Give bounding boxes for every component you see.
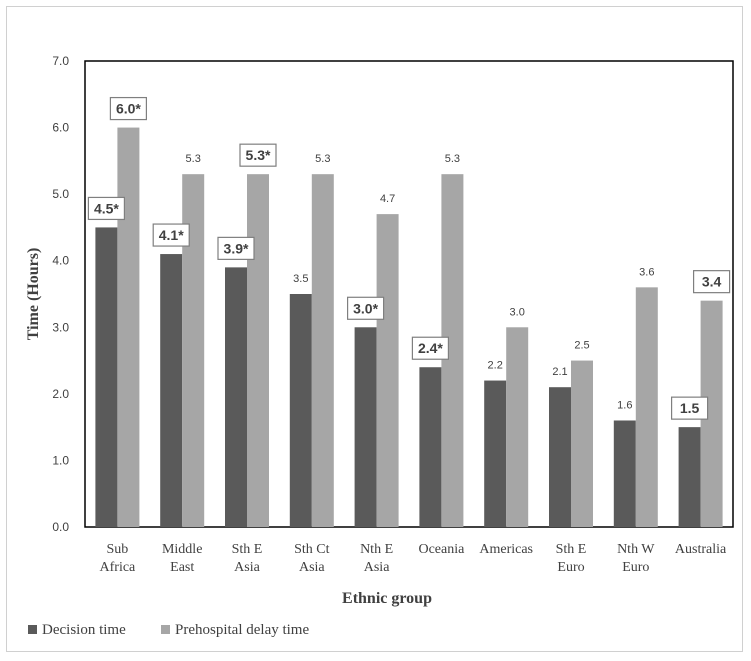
data-label: 5.3: [445, 153, 460, 165]
x-tick-label: Africa: [100, 560, 137, 575]
data-label: 3.4: [702, 274, 722, 290]
x-tick-label: Sth E: [556, 542, 587, 557]
x-tick-label: Asia: [234, 560, 260, 575]
x-tick-label: Sth Ct: [294, 542, 330, 557]
data-label: 5.3: [315, 153, 330, 165]
bar-decision: [354, 327, 377, 527]
label-box: [152, 223, 190, 247]
bar-prehospital: [700, 300, 723, 527]
data-label: 3.9*: [224, 240, 249, 256]
x-tick-label: Middle: [162, 542, 202, 557]
bar-decision: [484, 380, 507, 527]
legend-label: Prehospital delay time: [175, 622, 309, 638]
data-label: 2.4*: [418, 340, 443, 356]
y-tick-label: 2.0: [52, 387, 69, 401]
data-label: 1.5: [680, 400, 700, 416]
y-tick-label: 5.0: [52, 187, 69, 201]
x-tick-label: Euro: [622, 560, 649, 575]
x-tick-label: Sub: [107, 542, 129, 557]
label-box: [692, 270, 731, 294]
bar-prehospital: [441, 174, 464, 527]
x-tick-label: Asia: [364, 560, 390, 575]
bar-decision: [678, 427, 701, 527]
y-tick-label: 6.0: [52, 121, 69, 135]
plot-area: [84, 60, 734, 528]
y-tick-label: 3.0: [52, 320, 69, 334]
x-tick-label: Oceania: [418, 542, 465, 557]
data-label: 4.1*: [159, 227, 184, 243]
label-box: [670, 396, 709, 420]
bar-decision: [613, 420, 636, 527]
x-tick-label: Nth W: [617, 542, 655, 557]
y-axis-title: Time (Hours): [25, 248, 42, 341]
data-label: 3.0: [510, 306, 525, 318]
label-box: [411, 336, 449, 360]
data-label: 5.3*: [246, 147, 271, 163]
y-tick-label: 4.0: [52, 254, 69, 268]
bar-prehospital: [247, 174, 269, 527]
data-label: 6.0*: [116, 101, 141, 117]
data-label: 2.2: [488, 360, 503, 372]
y-tick-label: 1.0: [52, 453, 69, 467]
label-box: [347, 296, 385, 320]
data-label: 3.5: [293, 273, 308, 285]
label-box: [239, 143, 277, 167]
x-tick-label: East: [170, 560, 194, 575]
bar-decision: [289, 294, 312, 527]
label-box: [109, 96, 148, 121]
data-label: 2.1: [552, 366, 567, 378]
bar-decision: [549, 387, 571, 527]
bar-prehospital: [117, 127, 140, 528]
label-box: [217, 236, 255, 260]
bar-prehospital: [506, 327, 529, 527]
data-label: 5.3: [186, 153, 201, 165]
y-tick-label: 0.0: [52, 520, 69, 534]
legend-swatch: [161, 625, 170, 634]
data-label: 4.5*: [94, 200, 119, 216]
x-tick-label: Sth E: [232, 542, 263, 557]
data-label: 2.5: [574, 340, 589, 352]
bar-prehospital: [376, 214, 399, 527]
bar-decision: [160, 254, 183, 528]
x-tick-label: Euro: [557, 560, 584, 575]
label-box: [87, 196, 126, 221]
y-tick-label: 7.0: [52, 54, 69, 68]
x-tick-label: Nth E: [360, 542, 393, 557]
legend-swatch: [28, 625, 37, 634]
bar-decision: [419, 367, 442, 527]
bar-prehospital: [571, 360, 593, 527]
data-label: 3.0*: [353, 300, 378, 316]
bar-prehospital: [635, 287, 658, 527]
x-tick-label: Asia: [299, 560, 325, 575]
data-label: 4.7: [380, 193, 395, 205]
data-label: 1.6: [617, 399, 632, 411]
x-tick-label: Americas: [479, 542, 533, 557]
x-tick-label: Australia: [675, 542, 727, 557]
bar-prehospital: [182, 174, 205, 527]
x-axis-title: Ethnic group: [342, 590, 432, 607]
bar-decision: [95, 227, 118, 527]
bar-decision: [225, 267, 247, 527]
data-label: 3.6: [639, 266, 654, 278]
legend-label: Decision time: [42, 622, 126, 638]
bar-prehospital: [311, 174, 334, 527]
